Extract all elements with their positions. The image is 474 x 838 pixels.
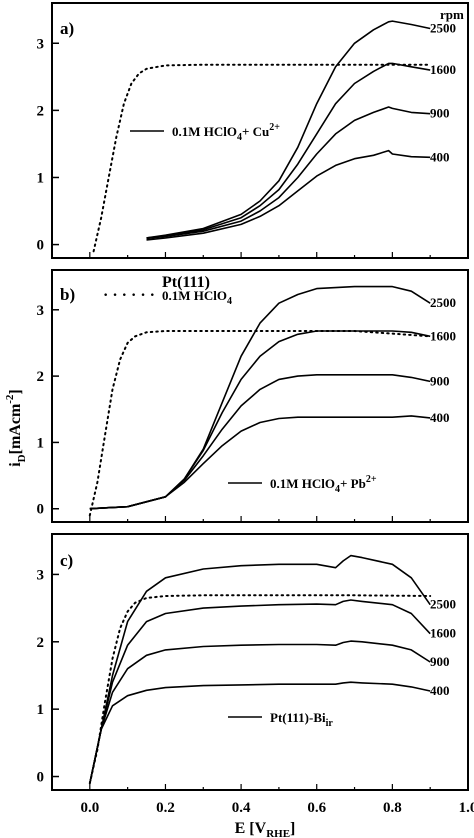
plot-frame [51,269,469,523]
x-tick-label: 0.8 [383,800,402,816]
y-axis-title: iD[mAcm-2] [4,389,28,467]
series-label: 1600 [430,328,456,343]
y-tick-label: 3 [37,567,45,583]
series-line-1600 [89,330,431,510]
panel-2: 0 1 2 3 b) 2500 1600 900 400 0.1M HClO4+ Pb2+ [37,269,469,523]
panel-legend: Pt(111)-Biir [228,710,333,729]
series-label: 2500 [430,295,456,310]
panel-letter: a) [60,19,74,38]
pt-label: Pt(111) [162,274,210,291]
x-tick-label: 0.6 [307,800,326,816]
y-tick-label: 2 [37,635,45,651]
series-line-400 [89,681,431,784]
series-line-1600 [146,62,431,239]
series-line-400 [89,415,431,510]
panel-letter: c) [60,551,73,570]
series-label: 1600 [430,62,456,77]
y-tick-label: 2 [37,369,45,385]
series-line-400 [146,149,431,241]
series-line-1600 [89,599,431,784]
legend-label: Pt(111)-Biir [270,710,333,729]
y-tick-label: 2 [37,103,45,119]
y-tick-label: 3 [37,36,45,52]
svg-text:E [VRHE]: E [VRHE] [235,820,296,838]
series-label: 400 [430,149,450,164]
x-tick-label: 0.2 [156,800,175,816]
legend-label: 0.1M HClO4+ Pb2+ [270,474,377,495]
series-label: 400 [430,410,450,425]
rpm-header: rpm [440,7,464,22]
series-line-2500 [89,285,431,510]
x-tick-label: 1.0 [459,800,474,816]
series-line-2500 [89,554,431,784]
series-line-900 [89,374,431,510]
panel-legend: 0.1M HClO4+ Pb2+ [228,474,377,495]
series-label: 2500 [430,597,456,612]
y-tick-label: 0 [37,238,45,254]
series-line-2500 [146,20,431,239]
plot-frame [51,533,469,791]
y-tick-label: 1 [37,702,45,718]
reference-curve [88,594,432,785]
reference-curve [92,63,432,253]
panel-letter: b) [60,285,75,304]
y-tick-label: 3 [37,303,45,319]
panel-legend: 0.1M HClO4+ Cu2+ [130,122,280,143]
series-label: 900 [430,106,450,121]
y-tick-label: 0 [37,502,45,518]
y-tick-label: 0 [37,770,45,786]
svg-text:iD[mAcm-2]: iD[mAcm-2] [4,389,28,467]
series-label: 400 [430,683,450,698]
series-line-900 [146,106,431,240]
x-tick-label: 0.0 [80,800,99,816]
y-tick-label: 1 [37,435,45,451]
y-tick-label: 1 [37,170,45,186]
series-label: 1600 [430,626,456,641]
series-label: 900 [430,654,450,669]
series-label: 2500 [430,21,456,36]
plot-frame [51,2,469,259]
series-label: 900 [430,373,450,388]
reference-legend-key: · · · · · · [103,287,155,304]
series-line-900 [89,640,431,784]
panel-1: 0 1 2 3 a) 2500 1600 900 400 0.1M HClO4+ Cu2+ [37,2,469,259]
x-tick-label: 0.4 [232,800,251,816]
legend-label: 0.1M HClO4+ Cu2+ [172,122,280,143]
reference-legend: · · · · · · 0.1M HClO4 [103,287,232,307]
x-axis-title: E [VRHE] [235,820,296,838]
reference-legend-label: 0.1M HClO4 [162,288,232,307]
panel-3: 0 1 2 3 0.0 0.2 0.4 0.6 0.8 1.0 c) 2500 1600 900 400 Pt… [37,533,474,816]
reference-curve [88,330,432,517]
